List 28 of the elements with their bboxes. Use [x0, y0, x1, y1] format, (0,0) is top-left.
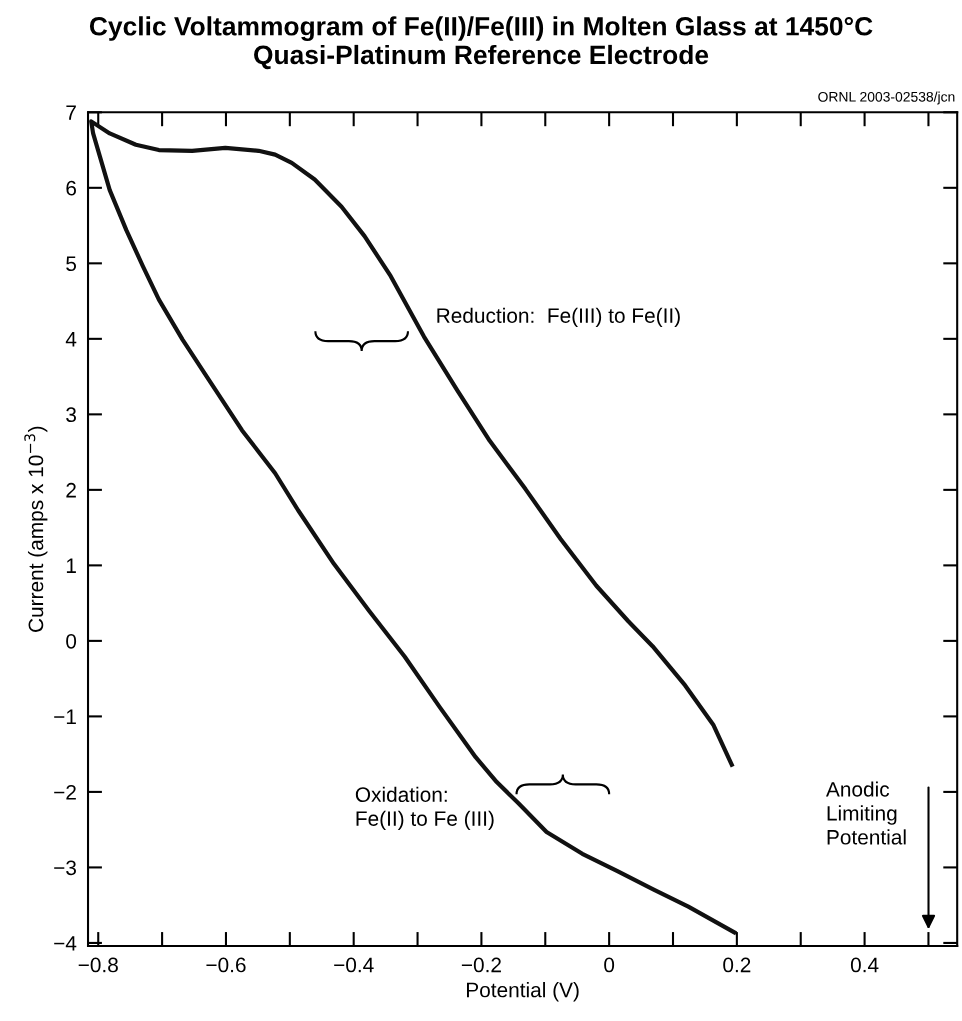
line-series	[89, 119, 737, 935]
annotation: Reduction: Fe(III) to Fe(II)	[437, 307, 680, 328]
y-tick-label: 7	[66, 105, 76, 120]
chart-title: Cyclic Voltammogram of Fe(II)/Fe(III) in Molten Glass at 1450°C	[89, 16, 873, 41]
x-tick-label: −0.2	[461, 957, 501, 973]
x-tick-label: −0.8	[78, 957, 118, 973]
y-tick-label: −1	[54, 709, 76, 724]
annotation: Anodic Limiting Potential	[825, 781, 906, 845]
x-tick-label: −0.4	[334, 957, 374, 973]
y-tick-label: 3	[66, 407, 76, 423]
x-tick-label: −0.6	[206, 957, 246, 973]
y-tick-label: 0	[66, 633, 77, 649]
y-axis-title: Current (amps x 10$^{−3}$)	[24, 426, 48, 632]
y-tick-label: 2	[66, 482, 76, 498]
y-tick-label: 1	[66, 558, 76, 573]
x-tick-label: 0.4	[850, 957, 879, 973]
y-tick-label: −2	[54, 784, 76, 800]
y-tick-label: −4	[54, 936, 77, 951]
y-tick-label: −3	[54, 860, 76, 876]
y-tick-label: 6	[66, 180, 76, 196]
x-tick-label: 0.2	[723, 957, 751, 973]
y-tick-label: 5	[66, 256, 77, 272]
text: ORNL 2003-02538/jcn	[818, 91, 955, 105]
y-tick-label: 4	[65, 332, 77, 347]
x-axis-title: Potential (V)	[467, 982, 579, 1002]
annotation: Oxidation: Fe(II) to Fe (III)	[355, 786, 494, 831]
chart-subtitle: Quasi-Platinum Reference Electrode	[254, 44, 709, 70]
x-tick-label: 0	[604, 957, 615, 973]
